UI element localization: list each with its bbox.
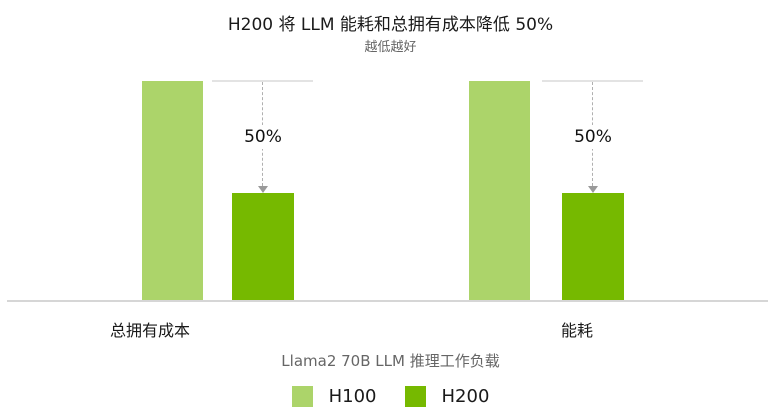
reduction-label-energy: 50% — [553, 125, 633, 149]
x-axis-baseline — [7, 300, 768, 302]
chart-title: H200 将 LLM 能耗和总拥有成本降低 50% — [227, 15, 554, 35]
bar-h200-energy — [562, 193, 624, 301]
legend-swatch-h100 — [291, 386, 313, 407]
reduction-label-tco: 50% — [223, 125, 303, 149]
x-axis-label: Llama2 70B LLM 推理工作负载 — [281, 352, 500, 370]
legend-item-h200: H200 — [404, 386, 490, 407]
legend: H100 H200 — [0, 386, 781, 407]
legend-item-h100: H100 — [291, 386, 377, 407]
bar-h100-tco — [142, 81, 203, 301]
bar-h100-energy — [469, 81, 530, 301]
legend-label-h100: H100 — [328, 386, 377, 407]
legend-swatch-h200 — [404, 386, 426, 407]
category-label-tco: 总拥有成本 — [110, 321, 191, 340]
reference-line-energy — [542, 80, 643, 82]
category-label-energy: 能耗 — [561, 321, 594, 340]
legend-label-h200: H200 — [441, 386, 490, 407]
down-arrow-icon — [588, 186, 598, 193]
chart-subtitle: 越低越好 — [364, 40, 417, 55]
bar-h200-tco — [232, 193, 294, 301]
reference-line-tco — [212, 80, 313, 82]
down-arrow-icon — [258, 186, 268, 193]
